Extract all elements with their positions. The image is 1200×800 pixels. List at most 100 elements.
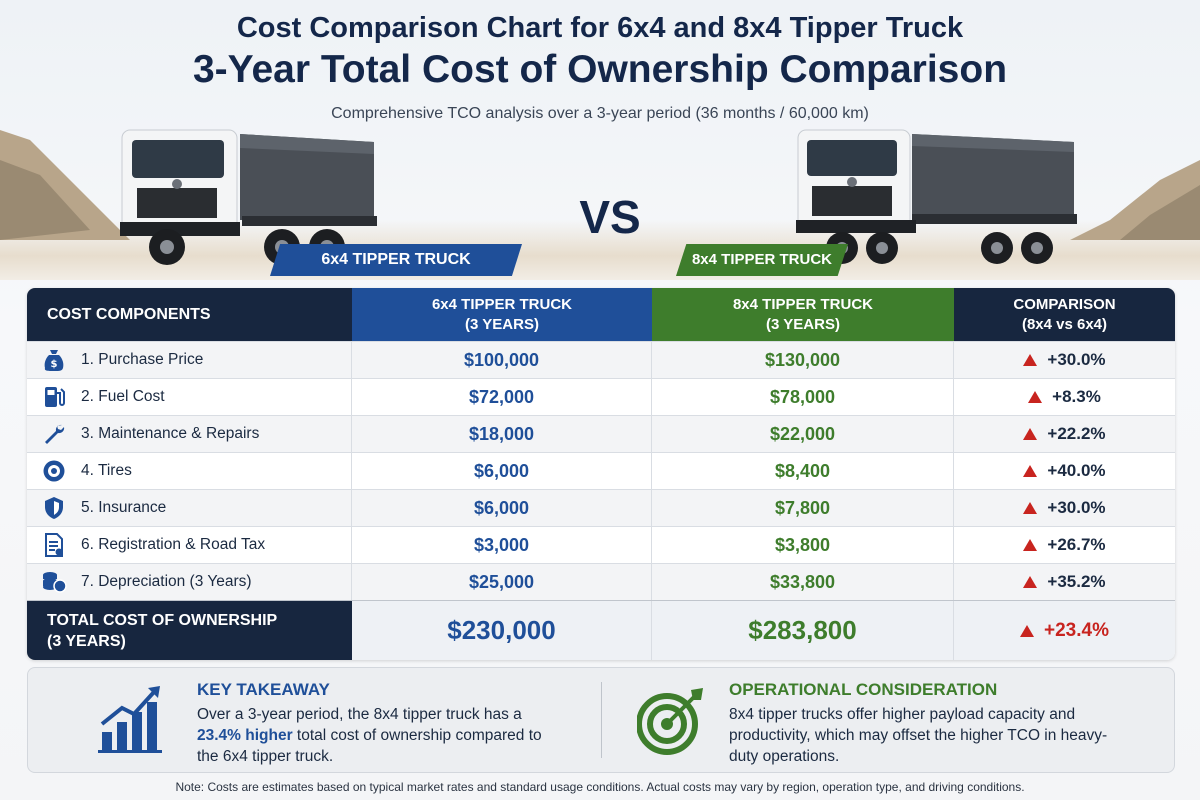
- operational-title: OPERATIONAL CONSIDERATION: [729, 680, 998, 699]
- row-value-8x4: $3,800: [652, 527, 954, 563]
- table-row: $ 1. Purchase Price $100,000 $130,000 +3…: [27, 341, 1175, 378]
- row-label-cell: 7. Depreciation (3 Years): [27, 564, 352, 600]
- footnote: Note: Costs are estimates based on typic…: [175, 780, 1025, 794]
- row-label-cell: 4. Tires: [27, 453, 352, 489]
- shield-icon: [41, 495, 67, 521]
- quarry-right-illustration: [1070, 160, 1200, 240]
- row-diff: +35.2%: [1047, 572, 1106, 591]
- increase-triangle-icon: [1023, 502, 1038, 514]
- table-row: 3. Maintenance & Repairs $18,000 $22,000…: [27, 415, 1175, 452]
- total-value-8x4: $283,800: [652, 601, 954, 660]
- info-panel: KEY TAKEAWAY Over a 3-year period, the 8…: [27, 667, 1175, 773]
- bar-chart-growth-icon: [98, 684, 164, 761]
- row-value-8x4: $78,000: [652, 379, 954, 415]
- key-takeaway-text-before: Over a 3-year period, the 8x4 tipper tru…: [197, 706, 522, 723]
- key-takeaway-highlight: 23.4% higher: [197, 727, 293, 744]
- row-comparison: +35.2%: [954, 564, 1175, 600]
- row-value-8x4: $33,800: [652, 564, 954, 600]
- page-subtitle: 3-Year Total Cost of Ownership Compariso…: [192, 48, 1008, 91]
- vs-label: VS: [579, 191, 641, 243]
- row-comparison: +22.2%: [954, 416, 1175, 452]
- header-8x4: 8x4 TIPPER TRUCK (3 YEARS): [652, 288, 954, 341]
- table-row: 6. Registration & Road Tax $3,000 $3,800…: [27, 526, 1175, 563]
- increase-triangle-icon: [1028, 391, 1043, 403]
- table-row: 4. Tires $6,000 $8,400 +40.0%: [27, 452, 1175, 489]
- row-label: 5. Insurance: [81, 499, 167, 516]
- truck-6x4-illustration: [120, 129, 377, 265]
- row-value-6x4: $3,000: [352, 527, 652, 563]
- row-label-cell: 6. Registration & Road Tax: [27, 527, 352, 563]
- table-body: $ 1. Purchase Price $100,000 $130,000 +3…: [27, 341, 1175, 600]
- header-6x4: 6x4 TIPPER TRUCK (3 YEARS): [352, 288, 652, 341]
- row-diff: +40.0%: [1047, 461, 1106, 480]
- total-label-line2: (3 YEARS): [47, 632, 126, 650]
- row-diff: +8.3%: [1052, 387, 1101, 406]
- svg-text:$: $: [51, 359, 58, 370]
- page-description: Comprehensive TCO analysis over a 3-year…: [331, 105, 869, 122]
- row-value-6x4: $100,000: [352, 342, 652, 378]
- total-label-cell: TOTAL COST OF OWNERSHIP (3 YEARS): [27, 601, 352, 660]
- header-8x4-line1: 8x4 TIPPER TRUCK: [732, 295, 874, 313]
- total-diff: +23.4%: [1044, 619, 1109, 641]
- row-value-8x4: $22,000: [652, 416, 954, 452]
- table-row: 7. Depreciation (3 Years) $25,000 $33,80…: [27, 563, 1175, 600]
- increase-triangle-icon: [1020, 624, 1034, 637]
- row-value-6x4: $18,000: [352, 416, 652, 452]
- tire-icon: [41, 458, 67, 484]
- row-value-6x4: $6,000: [352, 453, 652, 489]
- key-takeaway-text-after: total cost of ownership compared to the …: [197, 727, 542, 765]
- increase-triangle-icon: [1023, 428, 1038, 440]
- truck-8x4-illustration: [796, 129, 1077, 264]
- document-icon: [41, 532, 67, 558]
- total-value-6x4: $230,000: [352, 601, 652, 660]
- row-value-6x4: $72,000: [352, 379, 652, 415]
- info-divider: [601, 682, 602, 758]
- wrench-icon: [41, 421, 67, 447]
- operational-text: 8x4 tipper trucks offer higher payload c…: [729, 706, 1108, 765]
- increase-triangle-icon: [1023, 465, 1038, 477]
- row-comparison: +30.0%: [954, 490, 1175, 526]
- row-diff: +30.0%: [1047, 350, 1106, 369]
- key-takeaway-title: KEY TAKEAWAY: [197, 680, 330, 699]
- quarry-left-illustration: [0, 130, 130, 240]
- increase-triangle-icon: [1023, 576, 1038, 588]
- row-value-8x4: $130,000: [652, 342, 954, 378]
- fuel-pump-icon: [41, 384, 67, 410]
- cost-comparison-table: COST COMPONENTS 6x4 TIPPER TRUCK (3 YEAR…: [27, 288, 1175, 660]
- row-label: 1. Purchase Price: [81, 351, 204, 368]
- row-diff: +26.7%: [1047, 535, 1106, 554]
- row-value-8x4: $7,800: [652, 490, 954, 526]
- row-label: 6. Registration & Road Tax: [81, 536, 266, 553]
- row-value-8x4: $8,400: [652, 453, 954, 489]
- row-comparison: +26.7%: [954, 527, 1175, 563]
- header-8x4-line2: (3 YEARS): [766, 315, 840, 333]
- truck-6x4-label: 6x4 TIPPER TRUCK: [270, 244, 522, 276]
- row-value-6x4: $6,000: [352, 490, 652, 526]
- page-title: Cost Comparison Chart for 6x4 and 8x4 Ti…: [236, 12, 964, 44]
- table-row: 2. Fuel Cost $72,000 $78,000 +8.3%: [27, 378, 1175, 415]
- target-icon: [636, 684, 707, 761]
- hero-scene: [0, 120, 1200, 280]
- row-label: 4. Tires: [81, 462, 132, 479]
- money-bag-icon: $: [41, 347, 67, 373]
- header-cost-components: COST COMPONENTS: [27, 288, 352, 341]
- header-comparison-line1: COMPARISON: [1013, 295, 1116, 313]
- table-header-row: COST COMPONENTS 6x4 TIPPER TRUCK (3 YEAR…: [27, 288, 1175, 341]
- table-row: 5. Insurance $6,000 $7,800 +30.0%: [27, 489, 1175, 526]
- row-value-6x4: $25,000: [352, 564, 652, 600]
- row-comparison: +30.0%: [954, 342, 1175, 378]
- total-row: TOTAL COST OF OWNERSHIP (3 YEARS) $230,0…: [27, 600, 1175, 660]
- increase-triangle-icon: [1023, 539, 1038, 551]
- truck-8x4-label: 8x4 TIPPER TRUCK: [676, 244, 848, 276]
- header-6x4-line2: (3 YEARS): [465, 315, 539, 333]
- row-label-cell: $ 1. Purchase Price: [27, 342, 352, 378]
- row-comparison: +40.0%: [954, 453, 1175, 489]
- row-label-cell: 2. Fuel Cost: [27, 379, 352, 415]
- coins-icon: [41, 569, 67, 595]
- total-comparison: +23.4%: [954, 601, 1175, 660]
- row-label: 7. Depreciation (3 Years): [81, 573, 252, 590]
- increase-triangle-icon: [1023, 354, 1038, 366]
- header-comparison: COMPARISON (8x4 vs 6x4): [954, 288, 1175, 341]
- row-comparison: +8.3%: [954, 379, 1175, 415]
- header-comparison-line2: (8x4 vs 6x4): [1021, 315, 1108, 333]
